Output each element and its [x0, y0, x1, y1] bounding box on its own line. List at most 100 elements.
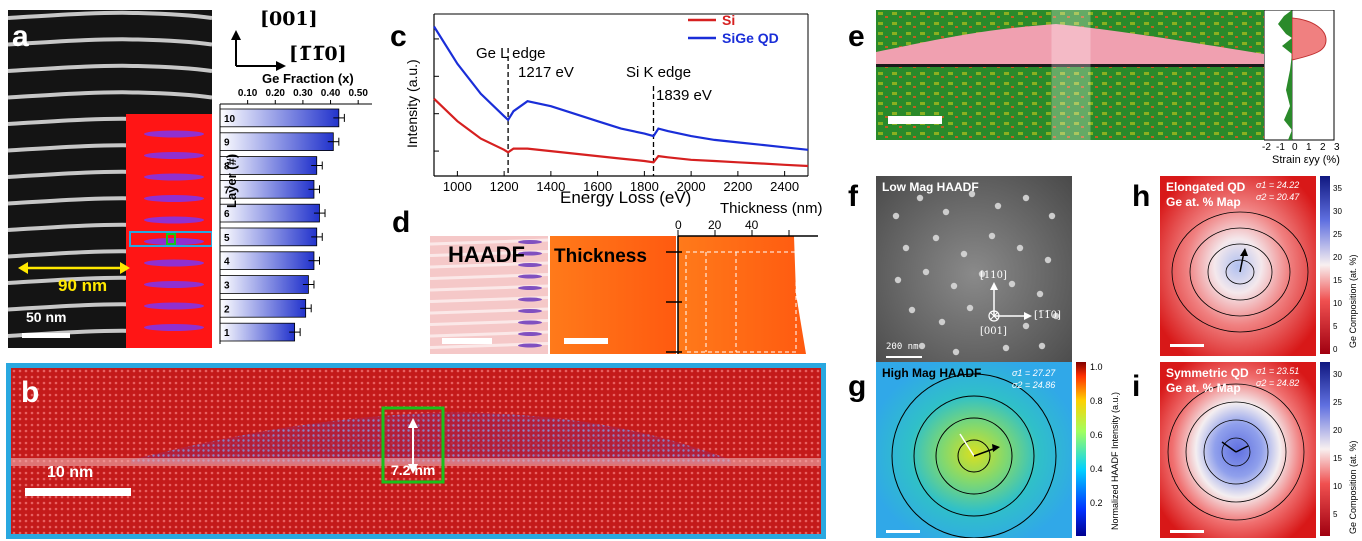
quantum-dot [894, 276, 902, 284]
panel-f-scale: 200 nm [886, 342, 919, 352]
g-tick-2: 0.8 [1090, 396, 1103, 406]
i-tick-15: 15 [1333, 454, 1342, 463]
ge-fraction-axis-title: Ge Fraction (x) [262, 71, 354, 86]
eels-x-tick-label: 1800 [630, 179, 659, 194]
h-tick-20: 20 [1333, 253, 1342, 262]
panel-a-width-label: 90 nm [58, 276, 108, 295]
fraction-bar [219, 227, 318, 247]
quantum-dot [144, 259, 204, 267]
quantum-dot [908, 306, 916, 314]
quantum-dot [1022, 322, 1030, 330]
layer-label: 2 [224, 304, 230, 315]
quantum-dot [1052, 312, 1060, 320]
quantum-dot [918, 342, 926, 350]
quantum-dot [1008, 280, 1016, 288]
eels-series-line [433, 97, 809, 168]
eels-series-line [433, 25, 809, 151]
panel-i-sigma1: σ1 = 23.51 [1256, 366, 1300, 376]
panel-g-colorbar [1076, 362, 1086, 536]
eels-xlabel: Energy Loss (eV) [560, 188, 692, 207]
panel-f-dir-right: [1̅1̅0] [1034, 310, 1061, 321]
quantum-dot [938, 318, 946, 326]
panel-i-title-1: Symmetric QD [1166, 366, 1249, 380]
g-tick-5: 0.2 [1090, 498, 1103, 508]
panel-b-scale-label: 10 nm [47, 464, 94, 481]
si-edge-value: 1839 eV [656, 87, 712, 104]
i-tick-10: 10 [1333, 482, 1342, 491]
h-tick-10: 10 [1333, 299, 1342, 308]
haadf-dot [518, 320, 542, 325]
fraction-bar [219, 275, 309, 294]
layer-stripe [8, 63, 212, 73]
panel-a-orientation-arrows [231, 30, 286, 71]
eels-x-tick-label: 1600 [583, 179, 612, 194]
panel-h-sigma2: σ2 = 20.47 [1256, 192, 1300, 202]
panel-g-title: High Mag HAADF [882, 366, 982, 380]
fraction-tick-label: 0.30 [293, 88, 313, 99]
panel-g-letter: g [848, 370, 867, 403]
panel-c-letter: c [390, 20, 407, 53]
i-tick-5: 5 [1333, 510, 1338, 519]
panel-i-ge-map [1160, 362, 1316, 538]
layer-label: 6 [224, 209, 230, 220]
panel-a-layers [8, 10, 212, 348]
quantum-dot [144, 324, 204, 331]
ge-fraction-chart: 0.10 0.20 0.30 0.40 0.50 10 9 8 7 6 5 4 3 2 1 [219, 88, 372, 344]
g-tick-4: 0.4 [1090, 464, 1103, 474]
quantum-dot [1016, 244, 1024, 252]
g-tick-1: 1.0 [1090, 362, 1103, 372]
quantum-dot [1002, 344, 1010, 352]
i-tick-25: 25 [1333, 398, 1342, 407]
h-tick-35: 35 [1333, 184, 1342, 193]
quantum-dot [922, 268, 930, 276]
haadf-dot [518, 263, 542, 267]
quantum-dot [144, 152, 204, 159]
haadf-dot [518, 286, 542, 290]
eels-x-tick-label: 1400 [536, 179, 565, 194]
haadf-dot [518, 297, 542, 302]
panel-b-height-label: 7.2 nm [391, 462, 436, 478]
panel-i-title-2: Ge at. % Map [1166, 381, 1241, 395]
quantum-dot [966, 304, 974, 312]
panel-f-dir-out: [001] [980, 326, 1007, 337]
h-tick-5: 5 [1333, 322, 1338, 331]
quantum-dot [144, 195, 204, 202]
quantum-dot [144, 216, 204, 224]
h-tick-0: 0 [1333, 345, 1338, 354]
d-tick-0: 0 [675, 218, 682, 232]
haadf-dot [518, 240, 542, 244]
strain-tick-0: 0 [1292, 142, 1298, 153]
eels-x-tick-label: 2400 [770, 179, 799, 194]
eels-x-tick-label: 2000 [677, 179, 706, 194]
i-tick-30: 30 [1333, 370, 1342, 379]
quantum-dot [916, 194, 924, 202]
strain-tick-m2: -2 [1262, 142, 1271, 153]
d-tick-40: 40 [745, 218, 759, 232]
haadf-dot [518, 332, 542, 336]
panel-f-low-mag-image [876, 176, 1072, 372]
panel-h-title-1: Elongated QD [1166, 180, 1246, 194]
panel-a-scale-label: 50 nm [26, 309, 67, 325]
panel-h-ge-map [1160, 176, 1316, 356]
haadf-dot [518, 274, 542, 279]
panel-a-letter: a [12, 20, 29, 53]
ge-edge-name: Ge L edge [476, 45, 546, 62]
quantum-dot [978, 270, 986, 278]
layer-label: 3 [224, 281, 230, 292]
quantum-dot [942, 208, 950, 216]
panel-h-cbar-label: Ge Composition (at. %) [1348, 254, 1358, 348]
quantum-dot [994, 202, 1002, 210]
quantum-dot [968, 190, 976, 198]
layer-label: 9 [224, 138, 230, 149]
eels-x-tick-label: 1000 [443, 179, 472, 194]
quantum-dot [952, 348, 960, 356]
quantum-dot [988, 232, 996, 240]
quantum-dot [144, 302, 204, 310]
strain-tick-1: 1 [1306, 142, 1312, 153]
quantum-dot [144, 281, 204, 288]
layer-label: 5 [224, 233, 230, 244]
i-tick-20: 20 [1333, 426, 1342, 435]
h-tick-30: 30 [1333, 207, 1342, 216]
d-thickness-label: Thickness [554, 246, 647, 267]
haadf-dot [518, 251, 542, 256]
